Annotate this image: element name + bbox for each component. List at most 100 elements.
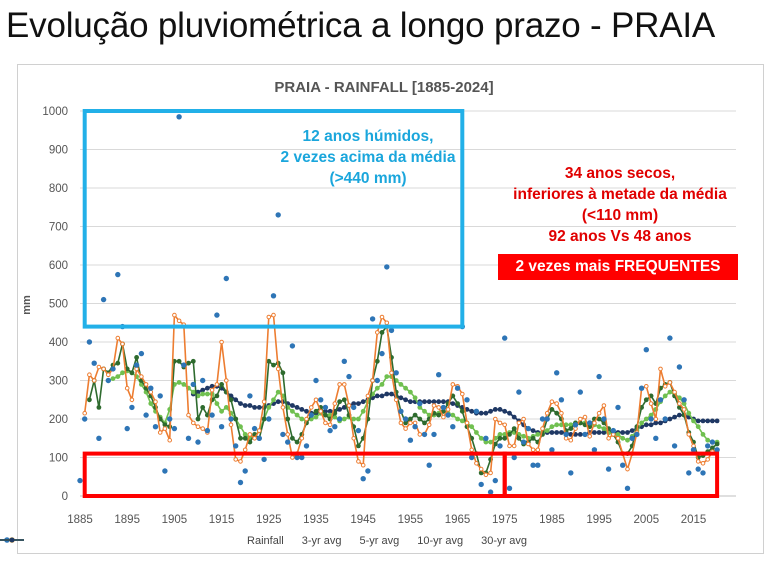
data-point-5-yr-avg-1981 — [530, 435, 536, 441]
data-point-5-yr-avg-1973 — [492, 441, 498, 447]
data-point-rainfall-1986 — [554, 370, 560, 376]
data-point-3-yr-avg-1938 — [327, 422, 333, 428]
data-point-3-yr-avg-1952 — [393, 397, 399, 403]
data-point-rainfall-1912 — [204, 427, 211, 434]
data-point-3-yr-avg-1997 — [606, 436, 611, 441]
y-tick-label-0: 0 — [62, 491, 68, 503]
wet-annotation-line-2: 2 vezes acima da média — [280, 149, 456, 166]
data-point-30-yr-avg-1922 — [252, 405, 257, 410]
data-point-30-yr-avg-1958 — [422, 399, 427, 405]
data-point-30-yr-avg-1975 — [502, 408, 508, 414]
data-point-5-yr-avg-1918 — [233, 416, 239, 422]
y-tick-label-1000: 1000 — [42, 106, 68, 118]
data-point-10-yr-avg-2009 — [662, 393, 668, 399]
data-point-5-yr-avg-1978 — [516, 435, 522, 441]
data-point-rainfall-1984 — [544, 416, 550, 422]
data-point-30-yr-avg-1923 — [256, 405, 262, 410]
data-point-rainfall-1983 — [539, 416, 546, 422]
data-point-10-yr-avg-1966 — [459, 418, 465, 424]
data-point-5-yr-avg-1935 — [313, 408, 319, 414]
y-tick-label-500: 500 — [49, 299, 68, 311]
data-point-10-yr-avg-1968 — [469, 424, 475, 430]
legend-label-rainfall: Rainfall — [247, 535, 284, 547]
data-point-3-yr-avg-1982 — [535, 447, 541, 453]
series-3-yr-avg — [82, 312, 720, 478]
data-point-rainfall-1895 — [124, 425, 130, 432]
data-point-rainfall-1935 — [313, 377, 319, 384]
data-point-30-yr-avg-1938 — [327, 408, 333, 414]
data-point-5-yr-avg-1930 — [290, 435, 295, 441]
data-point-30-yr-avg-1912 — [205, 385, 210, 391]
data-point-5-yr-avg-1929 — [285, 416, 291, 422]
data-point-30-yr-avg-1933 — [304, 408, 309, 414]
data-point-5-yr-avg-1887 — [87, 397, 92, 403]
data-point-3-yr-avg-1953 — [398, 420, 404, 426]
data-point-30-yr-avg-1994 — [592, 430, 597, 435]
legend-label-30yr: 30-yr avg — [481, 535, 527, 547]
data-point-rainfall-2017 — [700, 470, 706, 476]
data-point-5-yr-avg-1926 — [271, 362, 276, 368]
data-point-rainfall-1975 — [502, 335, 508, 341]
y-tick-label-800: 800 — [49, 183, 68, 195]
data-point-rainfall-1987 — [558, 397, 565, 403]
data-point-5-yr-avg-1903 — [162, 422, 168, 428]
data-point-10-yr-avg-1907 — [181, 382, 187, 387]
data-point-3-yr-avg-1888 — [91, 378, 97, 383]
data-point-rainfall-1896 — [129, 404, 135, 411]
data-point-10-yr-avg-1982 — [535, 432, 541, 437]
x-tick-label-1895: 1895 — [114, 514, 140, 526]
data-point-30-yr-avg-2012 — [677, 412, 682, 418]
data-point-rainfall-2005 — [643, 347, 649, 353]
y-tick-label-600: 600 — [49, 260, 68, 272]
data-point-10-yr-avg-1965 — [455, 416, 460, 422]
data-point-10-yr-avg-1906 — [176, 380, 182, 385]
data-point-10-yr-avg-1996 — [601, 426, 607, 431]
data-point-10-yr-avg-1964 — [450, 412, 456, 418]
data-point-30-yr-avg-1996 — [601, 430, 607, 435]
data-point-30-yr-avg-1920 — [242, 403, 248, 408]
data-point-3-yr-avg-1960 — [431, 403, 437, 408]
data-point-10-yr-avg-1972 — [488, 439, 493, 445]
data-point-rainfall-2019 — [709, 439, 716, 445]
data-point-30-yr-avg-1954 — [403, 397, 408, 403]
highlight-box-wet-0 — [82, 109, 465, 329]
data-point-3-yr-avg-1910 — [195, 424, 201, 430]
data-point-3-yr-avg-2013 — [681, 407, 687, 412]
data-point-rainfall-1937 — [322, 404, 329, 411]
data-point-3-yr-avg-2001 — [625, 466, 630, 472]
data-point-rainfall-2010 — [667, 335, 673, 341]
chart-frame — [17, 64, 764, 554]
data-point-5-yr-avg-2005 — [643, 397, 649, 403]
data-point-3-yr-avg-1951 — [389, 370, 394, 376]
data-point-rainfall-1920 — [242, 468, 248, 474]
x-tick-label-1945: 1945 — [350, 514, 376, 526]
data-point-3-yr-avg-1935 — [313, 397, 319, 403]
data-point-rainfall-1978 — [516, 389, 522, 395]
series-line-3-yr-avg — [83, 312, 718, 476]
data-point-3-yr-avg-1898 — [139, 374, 144, 379]
data-point-5-yr-avg-1944 — [356, 443, 361, 449]
data-point-rainfall-1925 — [266, 416, 272, 422]
data-point-rainfall-1969 — [473, 408, 480, 414]
data-point-30-yr-avg-1949 — [379, 393, 385, 399]
data-point-3-yr-avg-1933 — [304, 416, 309, 422]
data-point-3-yr-avg-1964 — [450, 382, 456, 387]
data-point-5-yr-avg-1954 — [403, 420, 408, 426]
data-point-rainfall-1886 — [82, 416, 88, 422]
chart-legend: Rainfall 3-yr avg 5-yr avg 10-yr avg 30-… — [0, 535, 774, 547]
data-point-10-yr-avg-2018 — [705, 437, 711, 443]
data-point-30-yr-avg-1962 — [441, 399, 446, 405]
data-point-5-yr-avg-1962 — [441, 408, 446, 414]
data-point-rainfall-1926 — [270, 293, 277, 299]
data-point-3-yr-avg-1932 — [299, 436, 305, 441]
data-point-rainfall-1981 — [530, 462, 536, 468]
data-point-5-yr-avg-1914 — [214, 393, 220, 399]
data-point-3-yr-avg-1924 — [261, 399, 267, 405]
data-point-3-yr-avg-1999 — [615, 436, 621, 441]
data-point-10-yr-avg-1919 — [238, 424, 243, 430]
data-point-10-yr-avg-1984 — [544, 428, 550, 433]
data-point-3-yr-avg-1919 — [238, 459, 243, 464]
data-point-30-yr-avg-1910 — [195, 389, 201, 395]
data-point-rainfall-1944 — [355, 427, 362, 434]
data-point-rainfall-2008 — [657, 397, 664, 403]
